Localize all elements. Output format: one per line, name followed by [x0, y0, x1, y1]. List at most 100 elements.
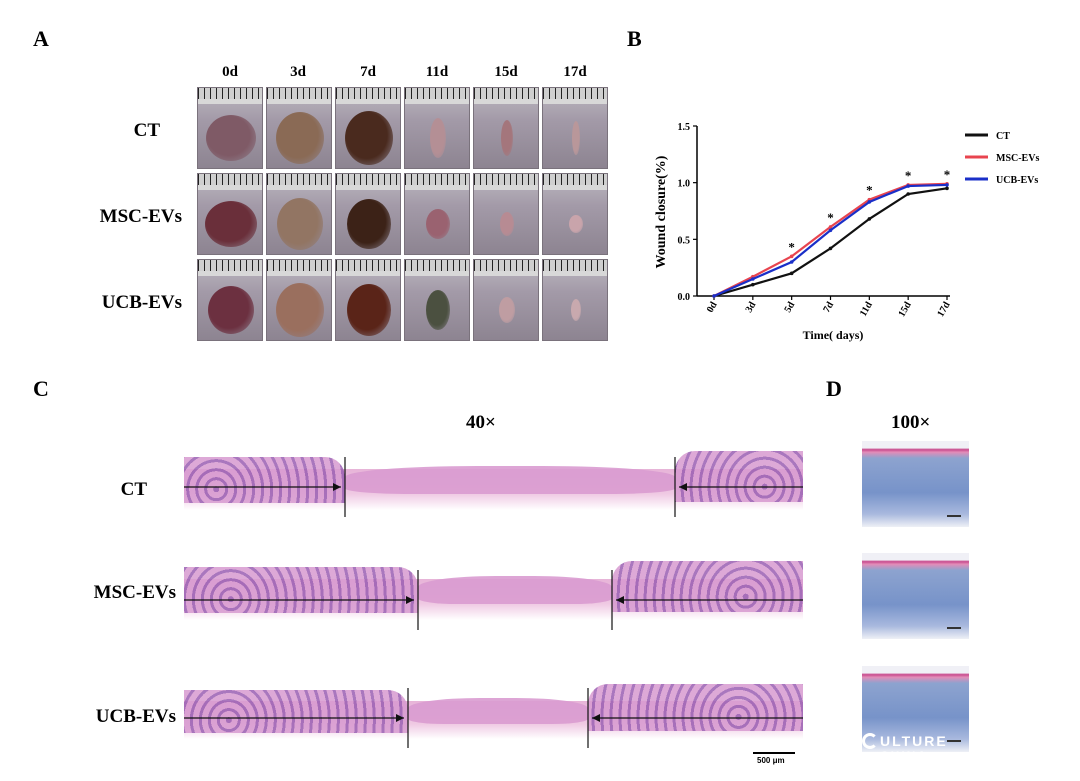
wound-bed: [418, 576, 612, 604]
ruler: [405, 260, 469, 276]
ruler: [543, 88, 607, 104]
arrow-right-head: [679, 483, 687, 491]
wound-area: [500, 212, 514, 236]
significance-marker: *: [827, 210, 834, 225]
data-point-ucb-evs: [828, 228, 833, 233]
wound-photo-msc-evs-0d: [197, 173, 263, 255]
watermark-logo-mark: [862, 733, 878, 749]
y-tick-label: 1.0: [678, 179, 691, 190]
data-point-msc-evs: [828, 225, 833, 229]
wound-photo-ct-17d: [542, 87, 608, 169]
data-point-ucb-evs: [751, 277, 755, 281]
ruler: [474, 260, 538, 276]
ruler: [198, 174, 262, 190]
wound-area: [569, 215, 583, 233]
epidermis-left: [184, 457, 345, 503]
significance-marker: *: [788, 239, 795, 254]
series-group: [712, 182, 949, 298]
wound-bed: [345, 466, 675, 494]
histology-section-ct: [184, 437, 803, 529]
wound-photo-ct-7d: [335, 87, 401, 169]
wound-area: [426, 290, 450, 330]
data-point-ct: [828, 246, 833, 251]
wound-bed: [408, 698, 588, 724]
wound-area: [347, 284, 391, 336]
x-tick-label: 5d: [782, 300, 797, 315]
x-tick-label: 15d: [896, 300, 914, 319]
wound-edge-markers-ucb-evs: [184, 688, 803, 748]
masson-stain-image-ucb-evs: [862, 666, 969, 752]
ruler: [474, 88, 538, 104]
wound-photo-ct-11d: [404, 87, 470, 169]
wound-area: [572, 121, 580, 155]
wound-photo-ucb-evs-17d: [542, 259, 608, 341]
data-point-ucb-evs: [906, 184, 910, 188]
y-tick-label: 1.5: [678, 122, 691, 133]
wound-area: [426, 209, 450, 239]
wound-photo-ct-3d: [266, 87, 332, 169]
ruler: [405, 174, 469, 190]
column-label-3d: 3d: [290, 64, 306, 80]
histology-section-ucb-evs: [184, 671, 803, 756]
data-point-ucb-evs: [789, 260, 794, 264]
ruler: [336, 88, 400, 104]
masson-stain-image-ct: [862, 441, 969, 527]
ruler: [198, 260, 262, 276]
x-ticks: 0d 3d 5d 7d 11d 15d 17d: [705, 296, 953, 319]
wound-closure-chart: 0.0 0.5 1.0 1.5 0d 3d 5d 7d 11d 15d 17d * * * * * Wou…: [654, 122, 1039, 342]
epidermis-left: [184, 567, 418, 613]
histology-row-label-msc-evs: MSC-EVs: [93, 582, 176, 603]
wound-area: [347, 199, 391, 249]
wound-photo-msc-evs-17d: [542, 173, 608, 255]
wound-area: [276, 112, 324, 164]
column-label-17d: 17d: [563, 64, 587, 80]
wound-photo-ucb-evs-7d: [335, 259, 401, 341]
annotation-group: * * * * *: [788, 167, 950, 255]
panel-d-letter: D: [826, 376, 842, 401]
data-point-msc-evs: [789, 254, 794, 259]
panel-c-magnification: 40×: [466, 412, 496, 433]
wound-area: [499, 297, 515, 323]
panel-b-letter: B: [627, 26, 642, 51]
wound-photo-msc-evs-11d: [404, 173, 470, 255]
wound-area: [205, 201, 257, 247]
wound-edge-markers-msc-evs: [184, 570, 803, 630]
wound-area: [571, 299, 581, 321]
row-label-ucb-evs: UCB-EVs: [101, 292, 182, 313]
wound-photo-ucb-evs-3d: [266, 259, 332, 341]
column-label-15d: 15d: [494, 64, 518, 80]
histology-row-label-ct: CT: [120, 479, 147, 500]
ruler: [543, 174, 607, 190]
y-tick-label: 0.0: [678, 292, 691, 303]
data-point-ucb-evs: [945, 183, 949, 187]
panel-c-letter: C: [33, 376, 49, 401]
panel-d-magnification: 100×: [891, 412, 931, 433]
wound-area: [430, 118, 446, 158]
column-label-11d: 11d: [425, 64, 449, 80]
ruler: [474, 174, 538, 190]
ruler: [336, 260, 400, 276]
wound-area: [206, 115, 256, 161]
panel-a-letter: A: [33, 26, 49, 51]
wound-photo-msc-evs-7d: [335, 173, 401, 255]
legend: CT MSC-EVs UCB-EVs: [965, 131, 1039, 186]
ruler: [405, 88, 469, 104]
watermark-line-1: ULTURE: [880, 733, 948, 749]
x-axis-label: Time( days): [803, 328, 864, 342]
arrow-left-head: [333, 483, 341, 491]
epidermis-right: [675, 451, 803, 502]
wound-photo-ct-15d: [473, 87, 539, 169]
column-label-7d: 7d: [360, 64, 376, 80]
epidermis-right: [588, 684, 803, 731]
significance-marker: *: [866, 183, 873, 198]
legend-label: CT: [996, 131, 1010, 142]
wound-photo-msc-evs-15d: [473, 173, 539, 255]
data-point-ct: [906, 192, 910, 196]
wound-photo-ucb-evs-0d: [197, 259, 263, 341]
histology-row-label-ucb-evs: UCB-EVs: [95, 706, 176, 727]
wound-area: [208, 286, 254, 334]
scale-bar-label: 500 μm: [757, 756, 785, 765]
x-tick-label: 3d: [744, 300, 759, 315]
y-axis-label: Wound closure(%): [654, 155, 669, 268]
scale-bar: [753, 752, 795, 754]
